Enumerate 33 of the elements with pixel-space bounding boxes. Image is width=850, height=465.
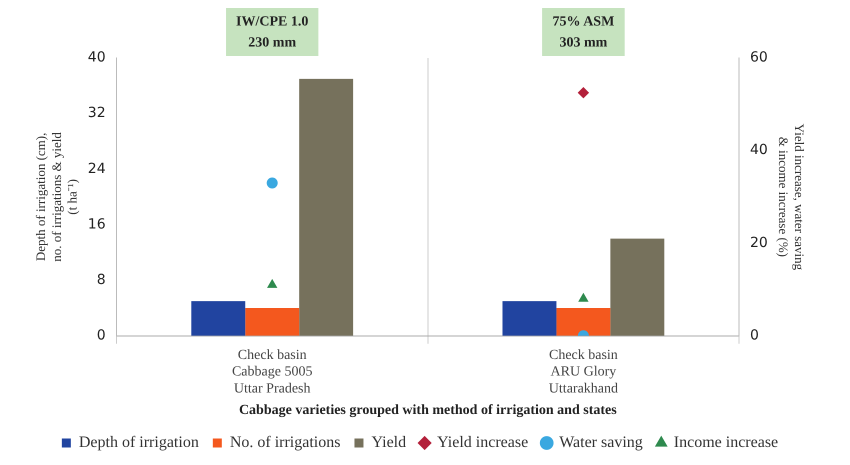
- legend-label: Yield increase: [437, 434, 528, 452]
- point: [578, 293, 588, 302]
- bar: [191, 301, 246, 336]
- y2-axis-title: Yield increase, water saving & income increase (%): [776, 124, 807, 271]
- x-tick-label: Check basin ARU Glory Uttarakhand: [548, 348, 618, 396]
- bar: [610, 238, 664, 336]
- legend-label: Depth of irrigation: [78, 434, 199, 452]
- x-axis-title: Cabbage varieties grouped with method of irrigation and states: [238, 403, 618, 418]
- y2-tick-label: 20: [750, 234, 768, 251]
- legend-label: No. of irrigations: [230, 434, 340, 452]
- y-tick-label: 40: [88, 50, 106, 66]
- y2-tick-label: 0: [750, 327, 759, 344]
- legend-label: Income increase: [674, 434, 778, 452]
- x-tick-label: Check basin Cabbage 5005 Uttar Pradesh: [232, 348, 312, 396]
- y2-tick-label: 40: [750, 142, 768, 158]
- y-tick-label: 16: [88, 216, 106, 232]
- y-axis-title: Depth of irrigation (cm), no. of irrigations & yield (t ha⁻¹): [33, 132, 80, 262]
- point: [578, 87, 589, 98]
- legend-label: Yield: [371, 434, 406, 452]
- point: [267, 279, 278, 288]
- y-tick-label: 0: [96, 327, 106, 344]
- y2-tick-label: 60: [750, 50, 768, 66]
- y-tick-label: 8: [96, 272, 106, 288]
- bar: [556, 308, 610, 336]
- legend-label: Water saving: [559, 434, 643, 452]
- y-tick-label: 32: [88, 105, 106, 122]
- bar: [299, 78, 354, 336]
- bar: [502, 301, 556, 336]
- bar: [245, 308, 300, 336]
- text: IW/CPE 1.0 230 mm: [236, 14, 308, 51]
- text: 75% ASM 303 mm: [552, 14, 614, 51]
- point: [266, 178, 278, 189]
- y-tick-label: 24: [88, 160, 106, 177]
